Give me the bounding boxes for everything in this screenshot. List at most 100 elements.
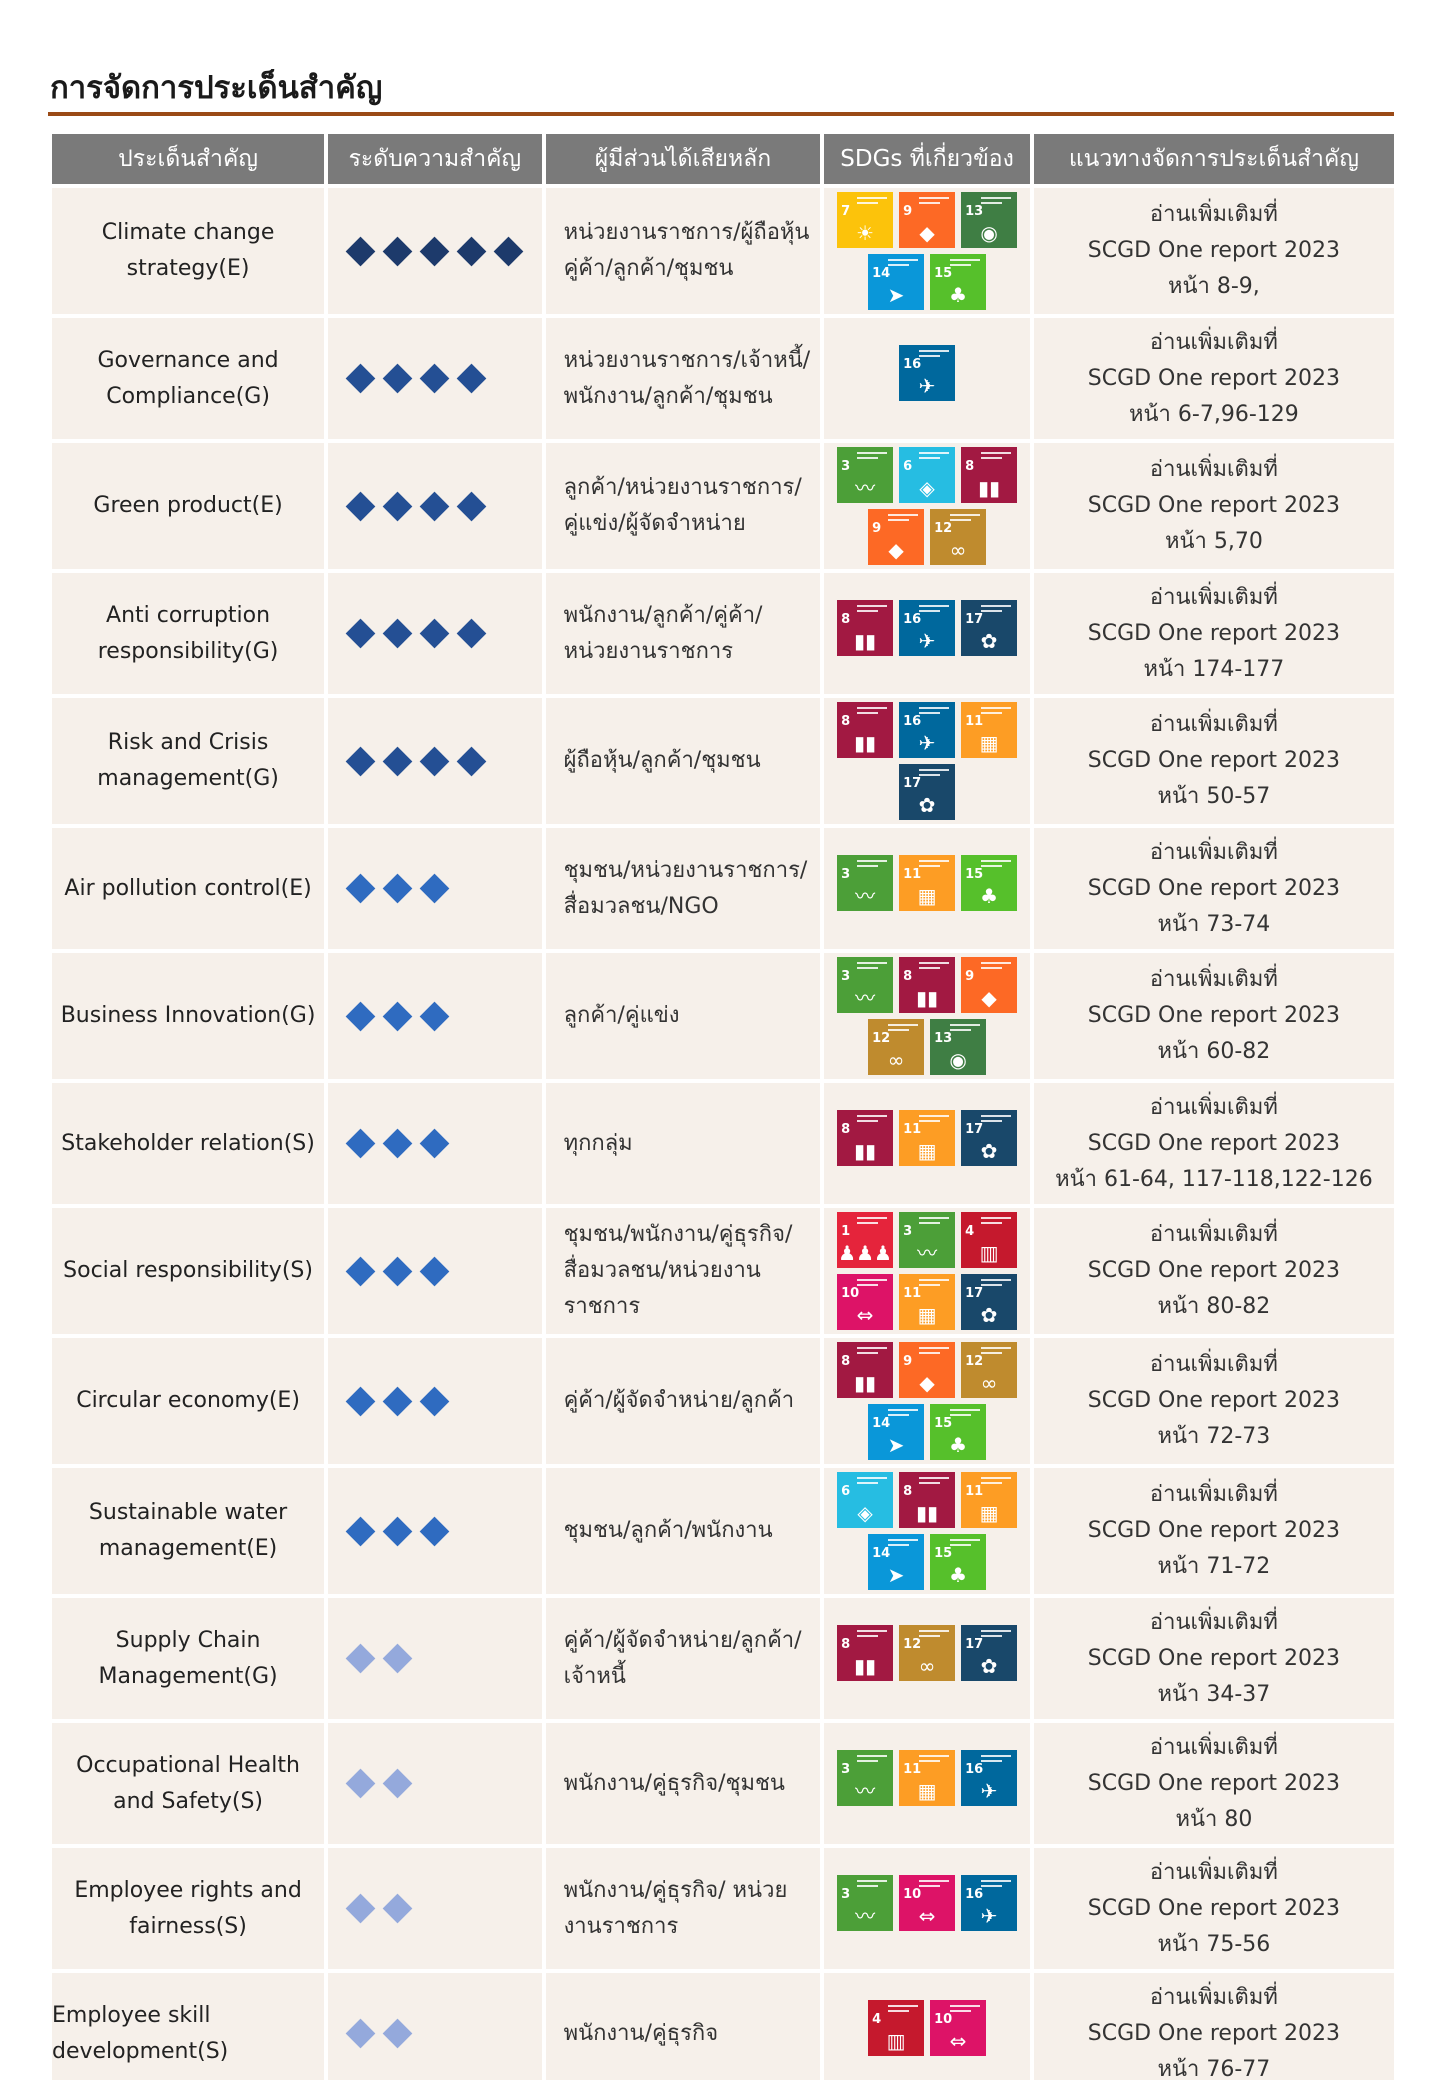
sdg-number: 11 [965, 1484, 984, 1499]
sdg-number: 11 [903, 1121, 922, 1137]
sdg-number: 9 [903, 1354, 913, 1369]
sdg-glyph: 〰 [855, 986, 876, 1010]
sdg-12-icon: 12 ∞ [899, 1624, 956, 1681]
importance-diamond-icon [345, 236, 376, 266]
sdg-number: 17 [965, 611, 984, 627]
sdg-glyph: ▦ [917, 883, 937, 908]
related-sdgs: 6 ◈ 8 ▮▮ 11 ▦ 14 ➤ 15 ♣ [824, 1468, 1030, 1594]
sdg-9-icon: 9 ◆ [961, 957, 1018, 1013]
importance-diamond-icon [382, 236, 413, 266]
sdg-glyph: ▮▮ [854, 731, 877, 755]
sdg-15-icon: 15 ♣ [930, 1404, 987, 1460]
table-row: Climate change strategy(E) หน่วยงานราชการ… [52, 188, 1394, 314]
issue-name: Circular economy(E) [52, 1338, 325, 1464]
key-stakeholders: หน่วยงานราชการ/ผู้ถือหุ้น คู่ค้า/ลูกค้า/… [545, 188, 821, 314]
table-row: Stakeholder relation(S) ทุกกลุ่ม 8 ▮▮ 11 ▦ 17 ✿… [52, 1083, 1394, 1204]
sdg-number: 8 [841, 611, 851, 627]
related-sdgs: 8 ▮▮ 11 ▦ 17 ✿ [824, 1083, 1030, 1204]
sdg-number: 3 [841, 866, 851, 882]
issue-name: Employee rights and fairness(S) [52, 1848, 325, 1969]
sdg-number: 15 [965, 866, 984, 882]
importance-level [328, 1208, 542, 1334]
sdg-12-icon: 12 ∞ [961, 1342, 1018, 1398]
sdg-16-icon: 16 ✈ [899, 702, 956, 758]
sdg-glyph: ☀ [856, 221, 875, 245]
importance-diamond-icon [382, 1893, 413, 1924]
sdg-glyph: ⇔ [949, 2028, 967, 2053]
sdg-number: 16 [965, 1761, 984, 1777]
related-sdgs: 3 〰 6 ◈ 8 ▮▮ 9 ◆ 12 ∞ [824, 443, 1030, 569]
key-stakeholders: พนักงาน/ลูกค้า/คู่ค้า/ หน่วยงานราชการ [545, 573, 821, 694]
sdg-number: 8 [903, 1484, 913, 1499]
key-stakeholders: หน่วยงานราชการ/เจ้าหนี้/ พนักงาน/ลูกค้า/… [545, 318, 821, 439]
sdg-glyph: ◆ [919, 1371, 935, 1395]
guideline-report-link: SCGD One report 2023 [1087, 493, 1341, 518]
importance-level [328, 443, 542, 569]
sdg-14-icon: 14 ➤ [868, 254, 925, 310]
guideline-report-link: SCGD One report 2023 [1087, 1645, 1341, 1671]
key-stakeholders: พนักงาน/คู่ธุรกิจ/ชุมชน [545, 1723, 821, 1844]
importance-diamond-icon [345, 746, 376, 776]
sdg-glyph: ➤ [887, 283, 905, 307]
sdg-15-icon: 15 ♣ [930, 254, 987, 310]
management-guideline: อ่านเพิ่มเติมที่ SCGD One report 2023 หน้า… [1033, 1083, 1394, 1204]
sdg-11-icon: 11 ▦ [899, 1109, 956, 1166]
sdg-8-icon: 8 ▮▮ [899, 1472, 956, 1528]
sdg-13-icon: 13 ◉ [930, 1019, 987, 1075]
header-issue: ประเด็นสำคัญ [52, 134, 325, 184]
guideline-pages: หน้า 50-57 [1157, 784, 1271, 809]
guideline-report-link: SCGD One report 2023 [1087, 1130, 1341, 1156]
sdg-glyph: ✿ [980, 1138, 998, 1163]
guideline-pages: หน้า 75-56 [1157, 1931, 1271, 1957]
sdg-12-icon: 12 ∞ [868, 1019, 925, 1075]
guideline-prefix: อ่านเพิ่มเติมที่ [1149, 202, 1278, 227]
sdg-glyph: ⇔ [918, 1903, 936, 1928]
importance-level [328, 1468, 542, 1594]
key-stakeholders: คู่ค้า/ผู้จัดจำหน่าย/ลูกค้า/ เจ้าหนี้ [545, 1598, 821, 1719]
management-guideline: อ่านเพิ่มเติมที่ SCGD One report 2023 หน้า… [1033, 953, 1394, 1079]
sdg-number: 12 [934, 521, 953, 536]
sdg-number: 16 [965, 1886, 984, 1902]
issue-name: Climate change strategy(E) [52, 188, 325, 314]
sdg-glyph: ∞ [918, 1653, 936, 1678]
importance-diamond-icon [419, 1128, 450, 1159]
guideline-pages: หน้า 72-73 [1157, 1424, 1271, 1449]
guideline-prefix: อ่านเพิ่มเติมที่ [1149, 967, 1278, 992]
management-guideline: อ่านเพิ่มเติมที่ SCGD One report 2023 หน้า… [1033, 188, 1394, 314]
sdg-glyph: ✈ [918, 373, 936, 398]
related-sdgs: 8 ▮▮ 16 ✈ 17 ✿ [824, 573, 1030, 694]
header-stakeholders: ผู้มีส่วนได้เสียหลัก [545, 134, 821, 184]
material-issues-table: ประเด็นสำคัญ ระดับความสำคัญ ผู้มีส่วนได้… [48, 130, 1398, 2080]
guideline-pages: หน้า 5,70 [1164, 529, 1263, 554]
sdg-number: 15 [934, 1416, 953, 1431]
sdg-number: 8 [841, 714, 851, 729]
table-row: Employee skill development(S) พนักงาน/คู่… [52, 1973, 1394, 2080]
guideline-prefix: อ่านเพิ่มเติมที่ [1149, 839, 1278, 865]
sdg-glyph: ➤ [887, 1433, 905, 1457]
importance-level [328, 188, 542, 314]
importance-diamond-icon [456, 618, 487, 649]
importance-diamond-icon [382, 1516, 413, 1546]
table-row: Anti corruption responsibility(G) พนักงาน… [52, 573, 1394, 694]
importance-diamond-icon [345, 1893, 376, 1924]
sdg-number: 4 [872, 2011, 882, 2027]
sdg-16-icon: 16 ✈ [899, 599, 956, 656]
importance-diamond-icon [419, 746, 450, 776]
management-guideline: อ่านเพิ่มเติมที่ SCGD One report 2023 หน้า… [1033, 318, 1394, 439]
sdg-glyph: ▮▮ [854, 628, 877, 653]
sdg-number: 11 [903, 866, 922, 882]
importance-diamond-icon [345, 873, 376, 904]
related-sdgs: 8 ▮▮ 9 ◆ 12 ∞ 14 ➤ 15 ♣ [824, 1338, 1030, 1464]
table-row: Air pollution control(E) ชุมชน/หน่วยงานรา… [52, 828, 1394, 949]
sdg-4-icon: 4 ▥ [868, 1999, 925, 2056]
sdg-glyph: ◉ [949, 1048, 967, 1072]
page-title: การจัดการประเด็นสำคัญ [50, 70, 383, 106]
importance-diamond-icon [382, 873, 413, 904]
sdg-11-icon: 11 ▦ [899, 854, 956, 911]
sdg-number: 15 [934, 1546, 953, 1561]
key-stakeholders: ชุมชน/พนักงาน/คู่ธุรกิจ/ สื่อมวลชน/หน่วย… [545, 1208, 821, 1334]
sdg-number: 11 [903, 1761, 922, 1777]
sdg-glyph: ⇔ [856, 1303, 874, 1327]
table-header-row: ประเด็นสำคัญ ระดับความสำคัญ ผู้มีส่วนได้… [52, 134, 1394, 184]
sdg-11-icon: 11 ▦ [899, 1749, 956, 1806]
